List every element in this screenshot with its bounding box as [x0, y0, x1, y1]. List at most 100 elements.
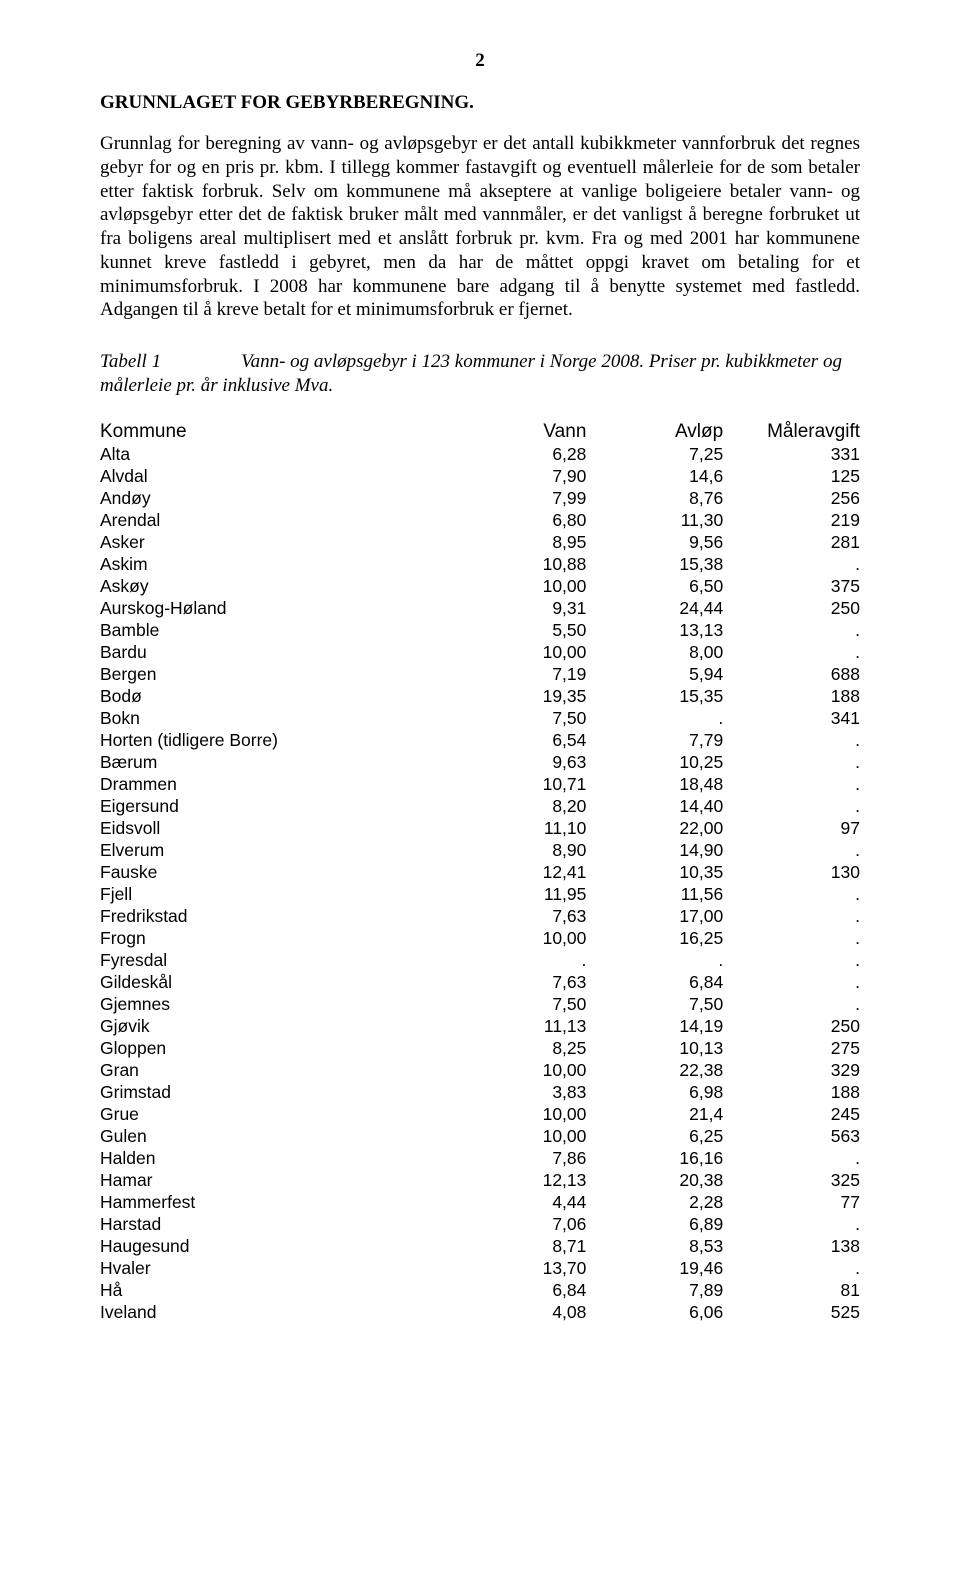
cell-vann: 7,63: [450, 972, 587, 994]
cell-avlop: 8,00: [586, 642, 723, 664]
cell-avlop: 22,00: [586, 818, 723, 840]
cell-maleravgift: .: [723, 1214, 860, 1236]
cell-maleravgift: .: [723, 796, 860, 818]
cell-avlop: 6,06: [586, 1302, 723, 1324]
cell-maleravgift: .: [723, 554, 860, 576]
cell-avlop: 7,89: [586, 1280, 723, 1302]
cell-vann: 5,50: [450, 620, 587, 642]
cell-avlop: 10,13: [586, 1038, 723, 1060]
data-table: Kommune Vann Avløp Måleravgift Alta6,287…: [100, 420, 860, 1324]
cell-kommune: Gjøvik: [100, 1016, 450, 1038]
cell-vann: 10,88: [450, 554, 587, 576]
table-header-row: Kommune Vann Avløp Måleravgift: [100, 420, 860, 444]
cell-kommune: Bamble: [100, 620, 450, 642]
cell-maleravgift: 563: [723, 1126, 860, 1148]
cell-kommune: Grimstad: [100, 1082, 450, 1104]
col-avlop: Avløp: [586, 420, 723, 444]
table-row: Eigersund8,2014,40.: [100, 796, 860, 818]
cell-maleravgift: .: [723, 1258, 860, 1280]
table-row: Fyresdal...: [100, 950, 860, 972]
cell-kommune: Askøy: [100, 576, 450, 598]
cell-avlop: 22,38: [586, 1060, 723, 1082]
cell-maleravgift: 219: [723, 510, 860, 532]
table-row: Fauske12,4110,35130: [100, 862, 860, 884]
cell-vann: 8,25: [450, 1038, 587, 1060]
cell-kommune: Haugesund: [100, 1236, 450, 1258]
table-row: Alta6,287,25331: [100, 444, 860, 466]
cell-vann: 10,71: [450, 774, 587, 796]
cell-vann: 9,63: [450, 752, 587, 774]
cell-vann: 7,50: [450, 994, 587, 1016]
cell-avlop: 24,44: [586, 598, 723, 620]
cell-vann: 11,13: [450, 1016, 587, 1038]
cell-kommune: Alvdal: [100, 466, 450, 488]
cell-avlop: 6,89: [586, 1214, 723, 1236]
cell-vann: 10,00: [450, 576, 587, 598]
table-caption: Tabell 1Vann- og avløpsgebyr i 123 kommu…: [100, 350, 860, 398]
cell-vann: 19,35: [450, 686, 587, 708]
cell-maleravgift: .: [723, 752, 860, 774]
cell-kommune: Horten (tidligere Borre): [100, 730, 450, 752]
cell-avlop: 15,35: [586, 686, 723, 708]
cell-avlop: 17,00: [586, 906, 723, 928]
cell-avlop: 6,50: [586, 576, 723, 598]
cell-maleravgift: 281: [723, 532, 860, 554]
cell-avlop: 13,13: [586, 620, 723, 642]
table-row: Iveland4,086,06525: [100, 1302, 860, 1324]
cell-avlop: 18,48: [586, 774, 723, 796]
cell-kommune: Hvaler: [100, 1258, 450, 1280]
document-page: 2 GRUNNLAGET FOR GEBYRBEREGNING. Grunnla…: [0, 0, 960, 1384]
cell-kommune: Bodø: [100, 686, 450, 708]
cell-avlop: 14,6: [586, 466, 723, 488]
cell-kommune: Elverum: [100, 840, 450, 862]
table-row: Andøy7,998,76256: [100, 488, 860, 510]
cell-vann: 6,54: [450, 730, 587, 752]
cell-avlop: 21,4: [586, 1104, 723, 1126]
cell-vann: 12,13: [450, 1170, 587, 1192]
cell-avlop: 10,25: [586, 752, 723, 774]
cell-kommune: Gloppen: [100, 1038, 450, 1060]
cell-maleravgift: 81: [723, 1280, 860, 1302]
cell-kommune: Grue: [100, 1104, 450, 1126]
table-row: Bodø19,3515,35188: [100, 686, 860, 708]
table-row: Grimstad3,836,98188: [100, 1082, 860, 1104]
cell-avlop: 8,53: [586, 1236, 723, 1258]
cell-kommune: Fjell: [100, 884, 450, 906]
cell-vann: 4,44: [450, 1192, 587, 1214]
table-row: Aurskog-Høland9,3124,44250: [100, 598, 860, 620]
cell-avlop: 16,16: [586, 1148, 723, 1170]
cell-kommune: Andøy: [100, 488, 450, 510]
cell-maleravgift: 325: [723, 1170, 860, 1192]
cell-maleravgift: .: [723, 840, 860, 862]
table-row: Bardu10,008,00.: [100, 642, 860, 664]
table-row: Fjell11,9511,56.: [100, 884, 860, 906]
cell-kommune: Aurskog-Høland: [100, 598, 450, 620]
table-row: Hå6,847,8981: [100, 1280, 860, 1302]
col-maleravgift: Måleravgift: [723, 420, 860, 444]
cell-vann: 12,41: [450, 862, 587, 884]
cell-maleravgift: 525: [723, 1302, 860, 1324]
table-row: Fredrikstad7,6317,00.: [100, 906, 860, 928]
cell-kommune: Frogn: [100, 928, 450, 950]
page-number: 2: [100, 50, 860, 72]
cell-vann: 7,06: [450, 1214, 587, 1236]
cell-avlop: 6,84: [586, 972, 723, 994]
cell-kommune: Fredrikstad: [100, 906, 450, 928]
cell-kommune: Bergen: [100, 664, 450, 686]
cell-vann: 7,50: [450, 708, 587, 730]
cell-maleravgift: .: [723, 994, 860, 1016]
cell-kommune: Hamar: [100, 1170, 450, 1192]
caption-label: Tabell 1: [100, 351, 161, 372]
cell-vann: 7,63: [450, 906, 587, 928]
cell-avlop: 6,25: [586, 1126, 723, 1148]
cell-kommune: Halden: [100, 1148, 450, 1170]
cell-vann: 4,08: [450, 1302, 587, 1324]
cell-kommune: Gran: [100, 1060, 450, 1082]
table-row: Halden7,8616,16.: [100, 1148, 860, 1170]
table-row: Bergen7,195,94688: [100, 664, 860, 686]
cell-avlop: 2,28: [586, 1192, 723, 1214]
cell-vann: 10,00: [450, 1104, 587, 1126]
table-row: Gildeskål7,636,84.: [100, 972, 860, 994]
cell-maleravgift: 331: [723, 444, 860, 466]
cell-maleravgift: .: [723, 884, 860, 906]
